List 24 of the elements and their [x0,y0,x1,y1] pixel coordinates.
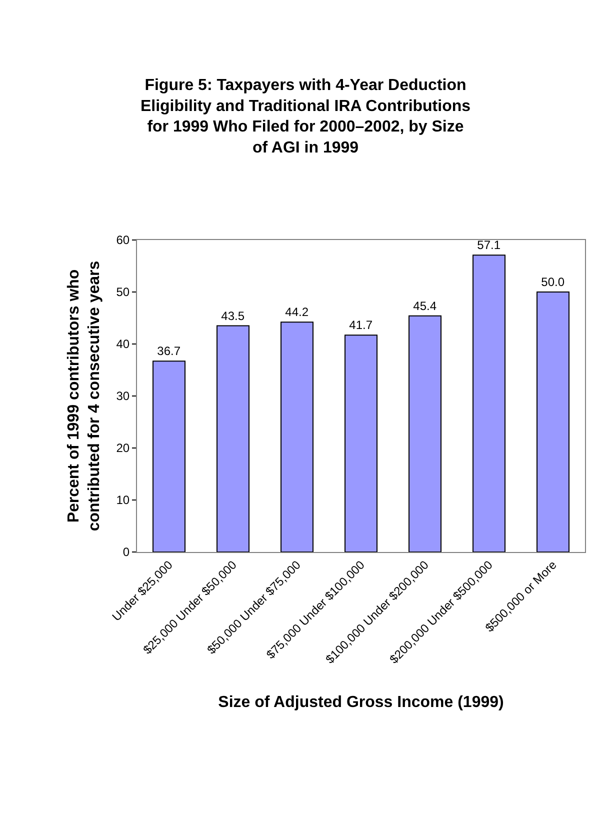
bar [216,325,250,552]
y-tick-label: 40 [116,337,130,352]
data-label: 41.7 [349,318,373,332]
y-tick-label: 60 [116,233,130,248]
data-label: 57.1 [477,238,501,252]
bar [536,292,570,552]
bar [280,322,314,552]
y-axis-title: Percent of 1999 contributors who contributed for 4 consecutive years [65,260,104,532]
data-label: 45.4 [413,298,437,313]
bar [344,334,378,552]
x-axis-title: Size of Adjusted Gross Income (1999) [218,694,504,712]
data-label: 43.5 [221,308,245,323]
y-tick-label: 10 [116,493,130,508]
bar [472,254,506,552]
bar [408,315,442,552]
y-tick-label: 50 [116,285,130,300]
data-label: 50.0 [541,275,565,289]
data-label: 36.7 [157,344,181,358]
y-tick-label: 20 [116,441,130,456]
bar [152,360,186,552]
y-tick-label: 0 [122,545,130,560]
y-tick-label: 30 [116,389,130,404]
chart-title: Figure 5: Taxpayers with 4-Year Deduction Eligibility and Traditional IRA Contributions for 1999 Who Filed for 2000–2002, by Size of AGI in 1999 [140,77,471,156]
data-label: 44.2 [285,305,309,320]
